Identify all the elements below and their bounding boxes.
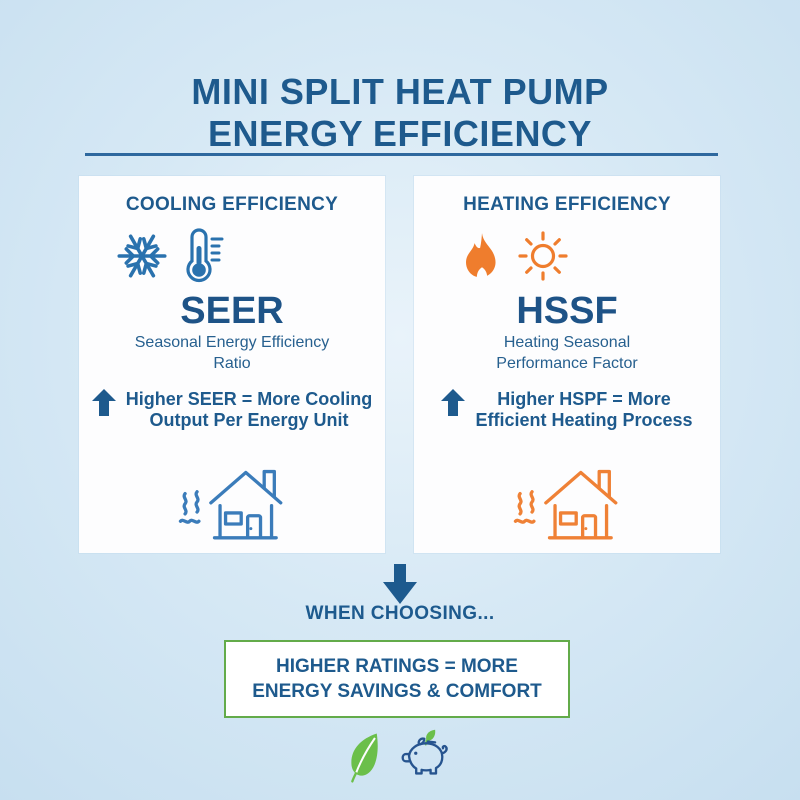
thermometer-icon: [182, 226, 224, 291]
heating-full-name-line2: Performance Factor: [496, 355, 638, 372]
sun-icon: [517, 230, 569, 287]
heating-full-name: Heating Seasonal Performance Factor: [414, 332, 720, 374]
when-choosing-label: WHEN CHOOSING...: [305, 603, 495, 624]
cooling-acronym: SEER: [180, 290, 284, 332]
leaf-icon: [346, 731, 384, 788]
arrow-up-icon: [91, 389, 116, 422]
bottom-icons: [0, 727, 800, 788]
title-divider: [85, 153, 718, 156]
heating-full-name-line1: Heating Seasonal: [503, 334, 631, 351]
cooling-benefit-line2: Output Per Energy Unit: [149, 410, 349, 430]
heating-card-heading: HEATING EFFICIENCY: [463, 194, 671, 215]
page-title: MINI SPLIT HEAT PUMP ENERGY EFFICIENCY: [0, 71, 800, 155]
conclusion-box: HIGHER RATINGS = MORE ENERGY SAVINGS & C…: [224, 640, 570, 718]
conclusion-line2: ENERGY SAVINGS & COMFORT: [252, 681, 542, 702]
cooling-card-heading: COOLING EFFICIENCY: [125, 194, 339, 215]
snowflake-icon: [116, 230, 168, 287]
flame-icon: [461, 230, 503, 287]
heating-benefit-line1: Higher HSPF = More: [497, 389, 671, 409]
cooling-benefit-line1: Higher SEER = More Cooling: [125, 389, 373, 409]
cooling-benefit: Higher SEER = More Cooling Output Per En…: [79, 389, 385, 431]
arrow-down-icon: [383, 564, 417, 604]
cooling-full-name-line2: Ratio: [213, 355, 251, 372]
heating-benefit: Higher HSPF = More Efficient Heating Pro…: [414, 389, 720, 431]
page-title-line2: ENERGY EFFICIENCY: [208, 113, 592, 155]
cooling-efficiency-card: COOLING EFFICIENCY: [79, 176, 385, 553]
cooling-full-name-line1: Seasonal Energy Efficiency: [134, 334, 330, 351]
heating-acronym: HSSF: [516, 290, 618, 332]
cooling-full-name: Seasonal Energy Efficiency Ratio: [79, 332, 385, 374]
cooling-benefit-text: Higher SEER = More Cooling Output Per En…: [126, 389, 373, 431]
heating-benefit-line2: Efficient Heating Process: [475, 410, 693, 430]
page-title-line1: MINI SPLIT HEAT PUMP: [191, 71, 609, 113]
house-heating-icon: [414, 455, 720, 552]
heating-efficiency-card: HEATING EFFICIENCY: [414, 176, 720, 553]
house-cooling-icon: [79, 455, 385, 552]
heating-benefit-text: Higher HSPF = More Efficient Heating Pro…: [475, 389, 692, 431]
arrow-up-icon: [441, 389, 466, 422]
cooling-icon-row: [17, 227, 323, 289]
piggy-bank-icon: [400, 727, 454, 788]
conclusion-line1: HIGHER RATINGS = MORE: [276, 656, 518, 677]
heating-icon-row: [362, 227, 668, 289]
